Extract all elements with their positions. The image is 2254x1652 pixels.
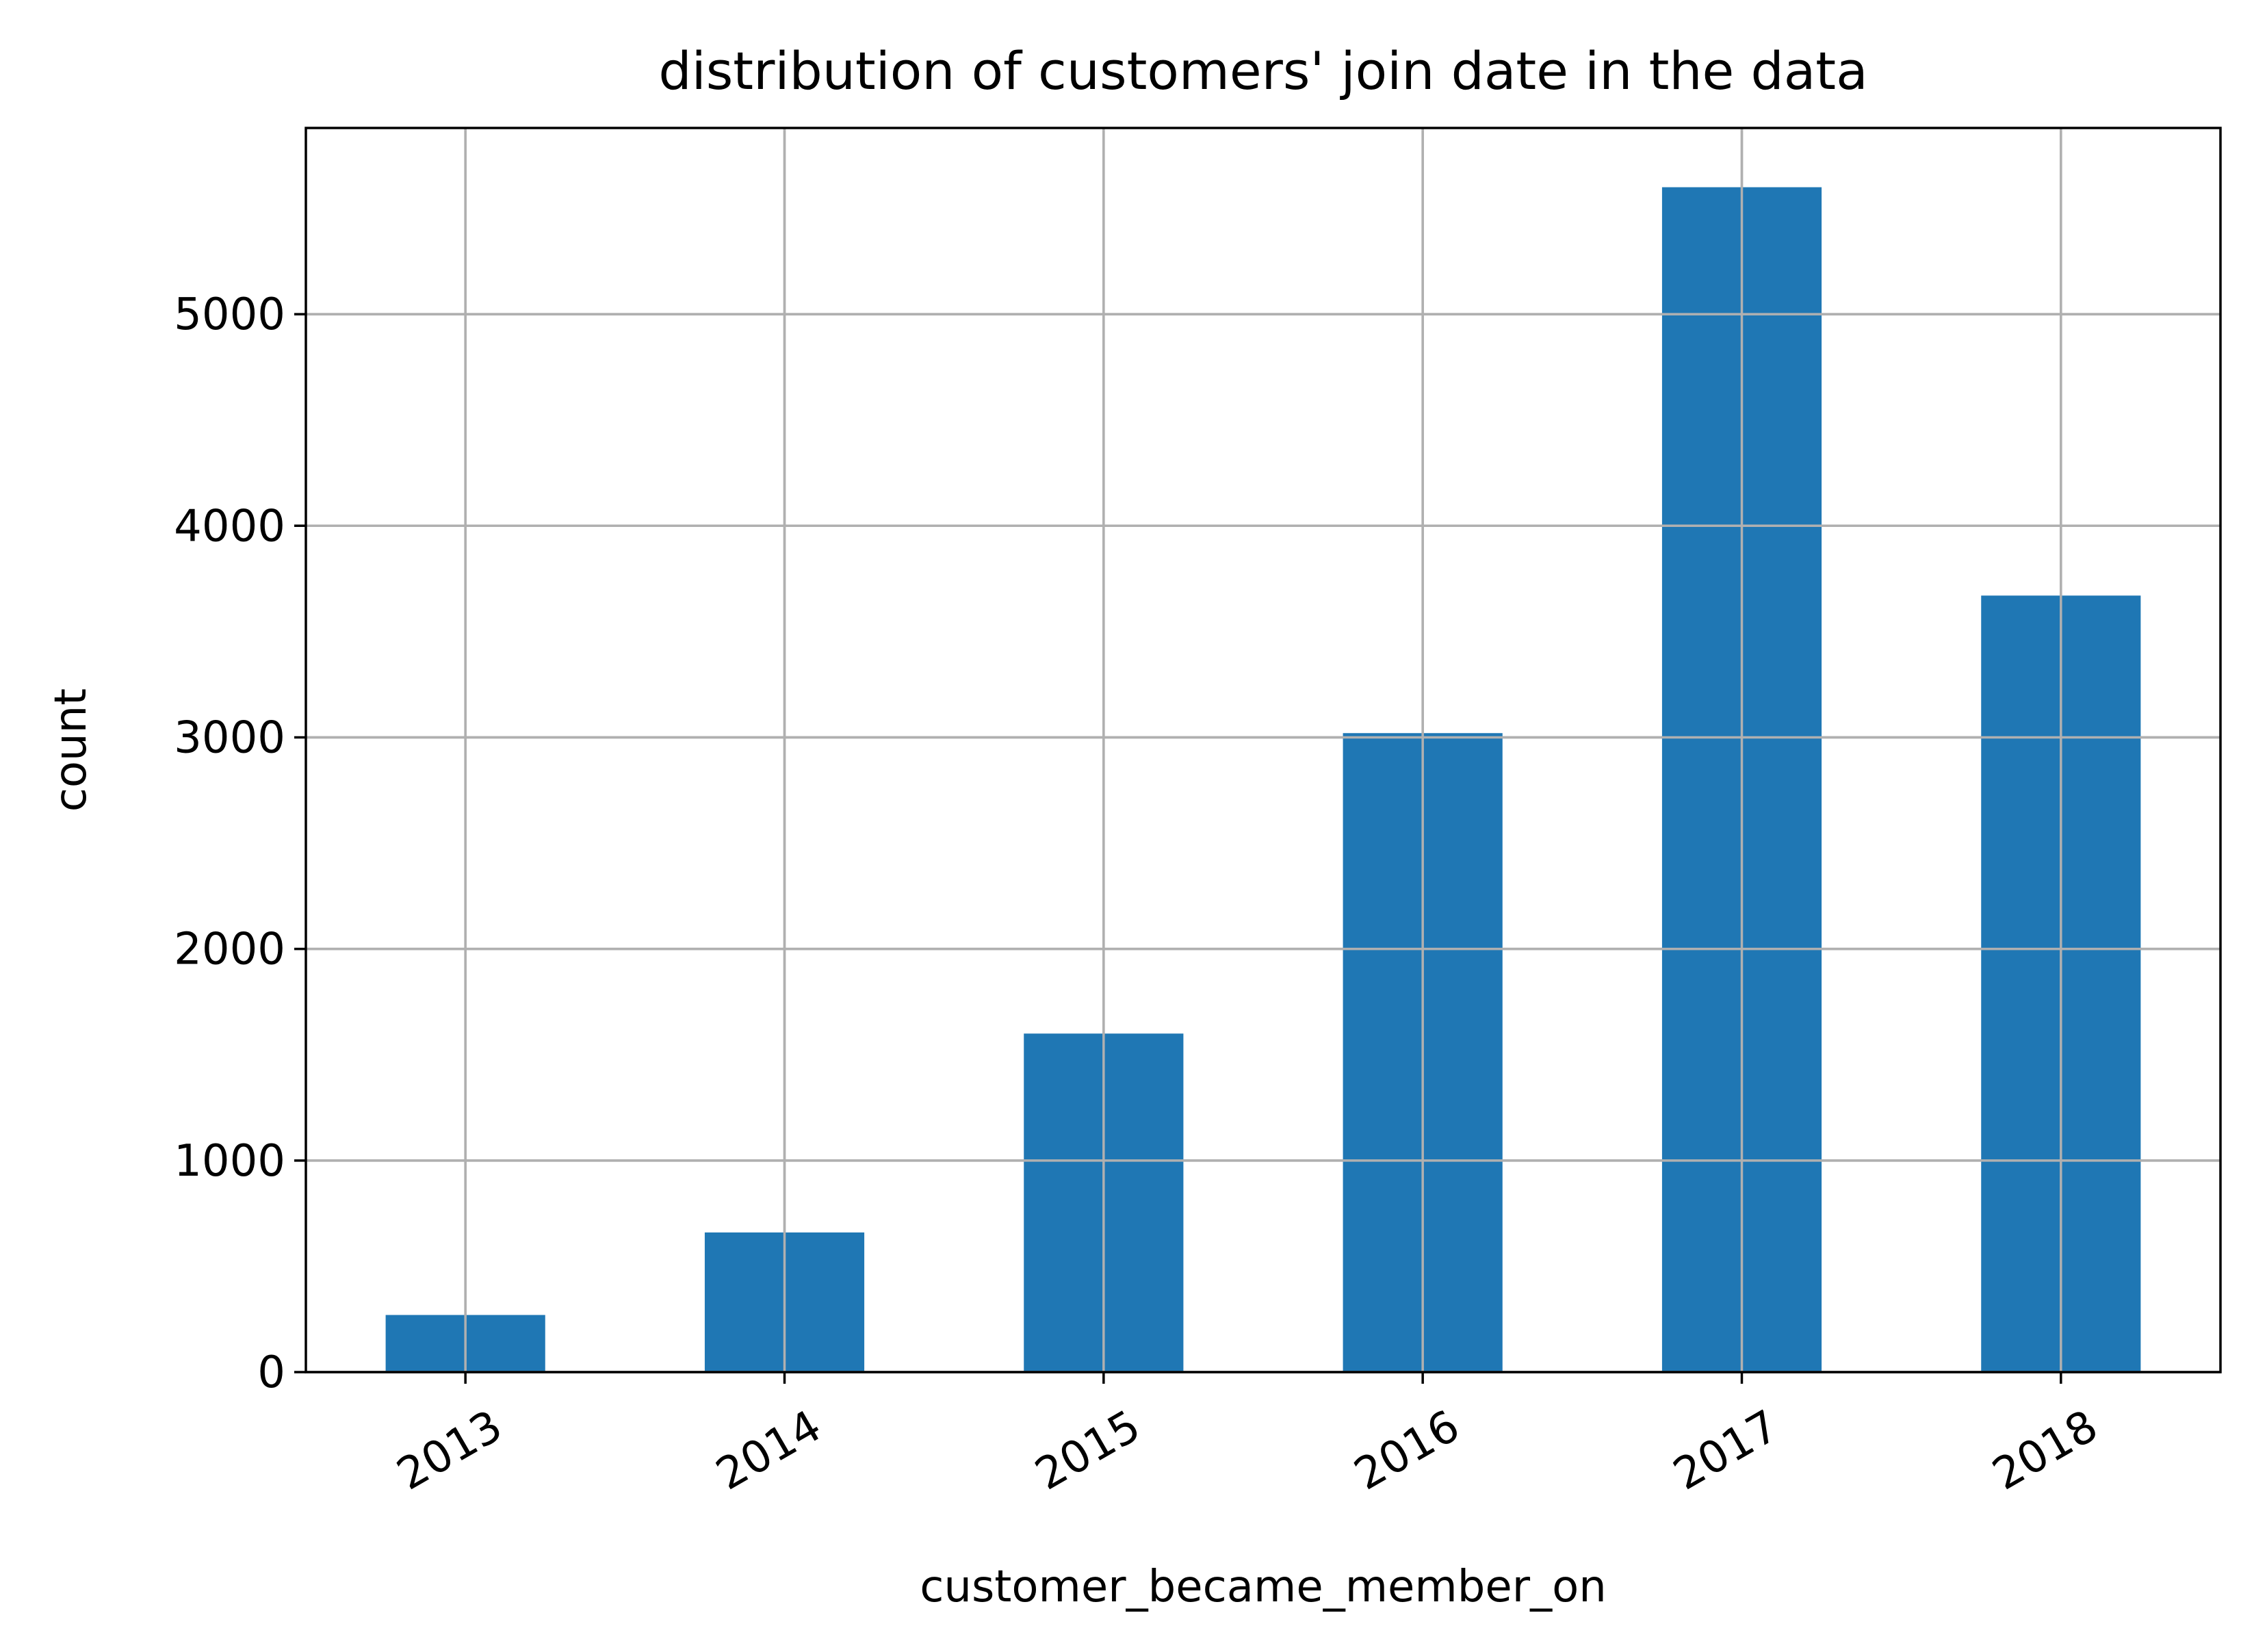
y-tick-label: 2000 <box>174 925 285 975</box>
y-tick-label: 1000 <box>174 1136 285 1187</box>
y-tick-label: 5000 <box>174 289 285 340</box>
x-axis-label: customer_became_member_on <box>920 1562 1607 1612</box>
y-axis-label: count <box>46 688 96 812</box>
y-tick-label: 0 <box>257 1347 285 1398</box>
y-tick-label: 3000 <box>174 712 285 763</box>
y-tick-label: 4000 <box>174 501 285 552</box>
plot-frame <box>305 127 2222 1373</box>
chart-title: distribution of customers' join date in … <box>658 40 1867 101</box>
